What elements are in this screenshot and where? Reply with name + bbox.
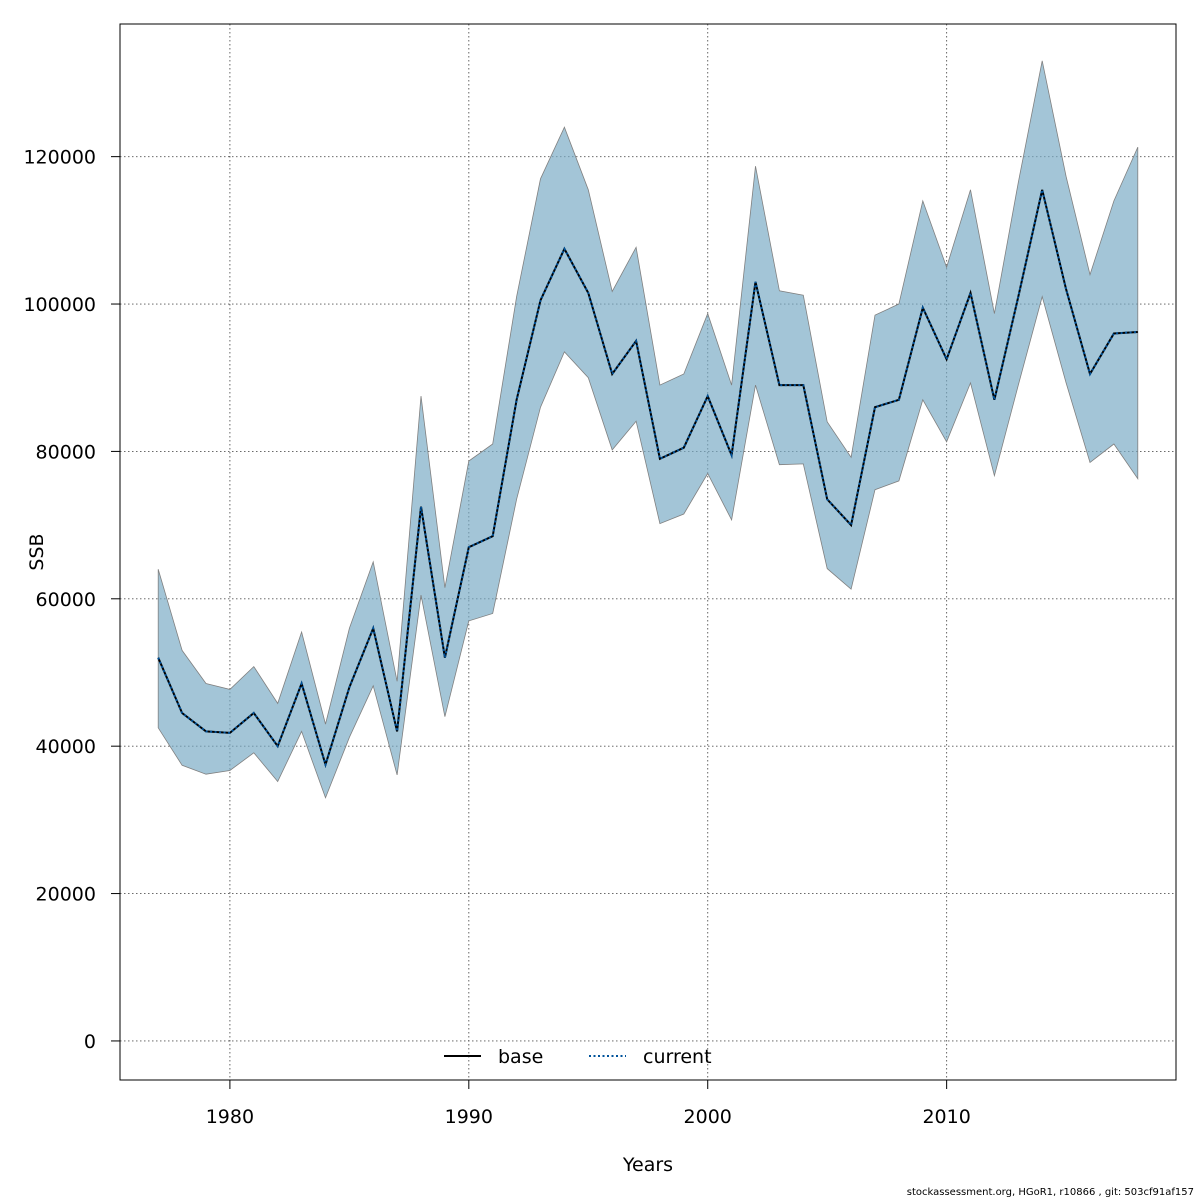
- x-tick-label: 2000: [684, 1106, 732, 1128]
- x-axis-title: Years: [622, 1154, 673, 1176]
- x-axis: 1980 1990 2000 2010: [206, 1079, 971, 1128]
- y-tick-label: 20000: [36, 884, 96, 906]
- x-tick-label: 1980: [206, 1106, 254, 1128]
- y-tick-label: 100000: [23, 294, 96, 316]
- y-tick-label: 40000: [36, 736, 96, 758]
- legend-label-current: current: [643, 1046, 712, 1068]
- y-tick-label: 120000: [23, 147, 96, 169]
- footer-credit: stockassessment.org, HGoR1, r10866 , git…: [906, 1187, 1194, 1198]
- confidence-band-area: [157, 60, 1139, 799]
- legend: base current: [444, 1046, 712, 1068]
- y-tick-label: 60000: [36, 589, 96, 611]
- legend-label-base: base: [498, 1046, 543, 1068]
- series-lines: [157, 189, 1138, 769]
- y-axis-title: SSB: [26, 533, 48, 570]
- confidence-band: [157, 60, 1139, 799]
- y-axis: 0 20000 40000 60000 80000 100000 120000: [23, 147, 121, 1053]
- x-tick-label: 2010: [922, 1106, 970, 1128]
- y-tick-label: 80000: [36, 441, 96, 463]
- x-tick-label: 1990: [445, 1106, 493, 1128]
- y-tick-label: 0: [84, 1031, 96, 1053]
- series-line-current: [157, 189, 1138, 769]
